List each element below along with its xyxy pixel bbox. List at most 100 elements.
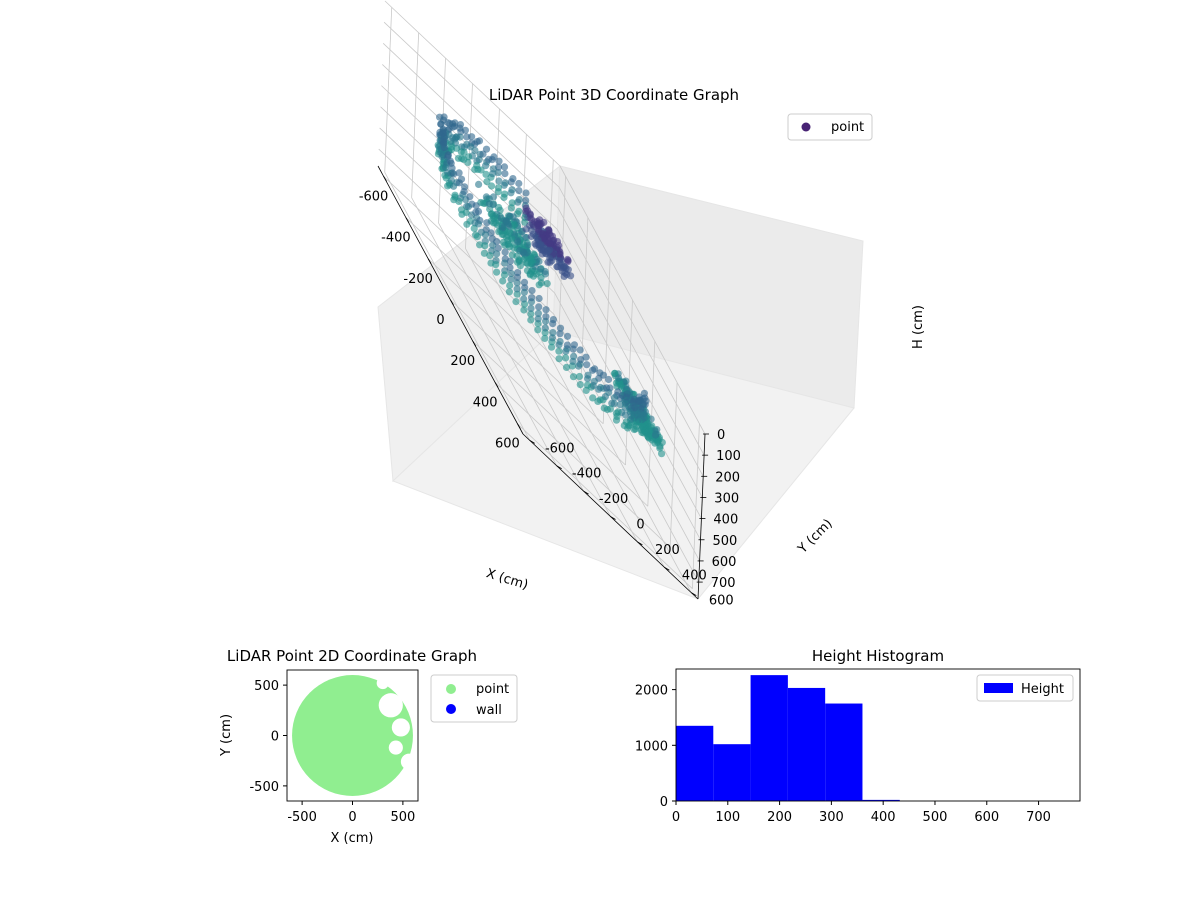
chart-3d: LiDAR Point 3D Coordinate Graph -600 -400… [359, 0, 926, 609]
x-tick-mark [427, 258, 432, 264]
x-tick-label: 0 [348, 810, 356, 825]
point-marker [507, 269, 515, 278]
point-marker [436, 113, 444, 121]
point-marker [450, 196, 458, 204]
y-tick-mark [637, 541, 643, 546]
point-marker [555, 256, 564, 264]
point-marker [501, 179, 509, 187]
point-marker [493, 250, 501, 258]
point-marker [534, 241, 542, 249]
point-marker [535, 281, 543, 289]
point-marker [466, 193, 474, 201]
point-marker [520, 288, 529, 296]
point-marker [534, 326, 542, 334]
point-marker [616, 401, 624, 409]
point-marker [601, 393, 610, 401]
point-marker [463, 133, 471, 141]
legend-marker-point [801, 122, 811, 132]
legend-label-point: point [831, 120, 864, 135]
x-tick-label: 600 [974, 810, 999, 825]
point-marker [450, 170, 458, 178]
point-marker [482, 170, 490, 178]
point-marker [513, 290, 521, 298]
point-marker [542, 306, 550, 314]
point-marker [591, 365, 599, 373]
chart-hist-ticks: 0 100 200 300 400 500 600 700 0 1000 2000 [635, 684, 1051, 825]
point-marker [500, 271, 509, 279]
point-marker [485, 200, 493, 208]
point-marker [499, 238, 507, 246]
chart-3d-title: LiDAR Point 3D Coordinate Graph [489, 86, 739, 104]
point-marker [537, 265, 545, 273]
point-marker [480, 249, 488, 257]
point-marker [535, 294, 543, 303]
x-tick-label: -600 [359, 189, 389, 204]
point-marker [506, 281, 514, 290]
point-marker [613, 382, 621, 390]
point-marker [608, 399, 616, 407]
point-marker [658, 450, 666, 458]
point-marker [487, 229, 495, 237]
point-marker [437, 120, 445, 128]
point-marker [460, 187, 468, 196]
point-marker [534, 315, 542, 323]
point-marker [541, 324, 549, 332]
point-marker [529, 230, 538, 238]
x-tick-label: 200 [450, 354, 475, 369]
chart-3d-zlabel: H (cm) [911, 305, 926, 349]
point-marker [515, 179, 523, 188]
point-marker [474, 207, 483, 216]
point-marker [563, 332, 572, 340]
point-marker [629, 398, 638, 406]
point-marker [477, 166, 485, 174]
grid-line [580, 217, 589, 383]
point-marker [569, 373, 578, 381]
point-marker [507, 275, 515, 283]
point-marker [596, 369, 604, 377]
point-marker [485, 155, 493, 163]
x-tick-label: -200 [403, 272, 433, 287]
y-tick-label: -200 [599, 492, 629, 507]
point-marker [548, 334, 557, 342]
chart-hist-title: Height Histogram [812, 647, 944, 665]
point-marker [490, 219, 498, 227]
gap-area [378, 693, 403, 718]
point-marker [535, 303, 543, 311]
point-marker [527, 260, 535, 268]
legend-marker-wall [446, 704, 456, 714]
x-tick-mark [383, 176, 387, 182]
point-marker [522, 196, 530, 205]
point-marker [570, 352, 578, 360]
point-marker [508, 186, 516, 194]
point-marker [529, 221, 537, 229]
point-marker [522, 207, 530, 215]
point-marker [513, 279, 521, 287]
y-tick-label: 0 [271, 730, 279, 745]
point-marker [471, 165, 479, 174]
point-marker [501, 170, 509, 178]
gap-area [400, 753, 417, 770]
y-tick-mark [610, 516, 616, 520]
point-marker [528, 287, 536, 295]
histogram-bar [787, 687, 826, 801]
point-marker [558, 267, 566, 275]
point-marker [542, 249, 550, 257]
point-marker [605, 375, 613, 384]
point-marker [520, 295, 528, 303]
point-marker [495, 177, 503, 185]
point-marker [513, 258, 522, 266]
point-marker [544, 258, 552, 266]
point-marker [556, 250, 564, 258]
point-marker [481, 231, 490, 239]
legend-marker-point-2d [446, 684, 456, 694]
x-tick-mark [517, 423, 521, 429]
point-marker [603, 384, 611, 392]
point-marker [523, 267, 532, 275]
point-marker [494, 244, 502, 252]
chart-3d-xlabel: X (cm) [484, 566, 530, 593]
point-marker [495, 203, 503, 212]
z-tick-label: 100 [716, 449, 741, 464]
point-marker [576, 346, 584, 354]
y-tick-label: 0 [660, 795, 668, 810]
x-tick-label: 200 [767, 810, 792, 825]
